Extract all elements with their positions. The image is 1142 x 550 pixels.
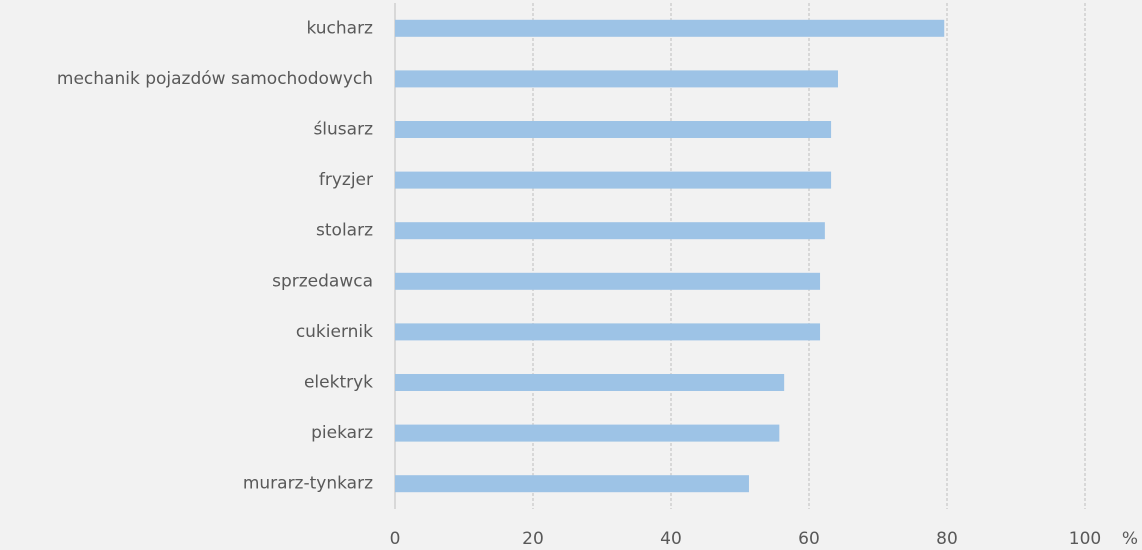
- x-tick-label: 100: [1069, 529, 1101, 549]
- bar: [395, 222, 825, 240]
- bar: [395, 272, 821, 290]
- y-tick-label: sprzedawca: [272, 271, 373, 291]
- bar: [395, 19, 945, 37]
- x-tick-label: 20: [522, 529, 544, 549]
- bar: [395, 70, 838, 88]
- y-tick-label: elektryk: [304, 373, 373, 393]
- y-tick-label: ślusarz: [313, 120, 373, 140]
- y-tick-label: kucharz: [306, 18, 373, 38]
- y-tick-label: fryzjer: [319, 170, 373, 190]
- x-tick-label: 0: [390, 529, 401, 549]
- bar: [395, 424, 780, 442]
- bar: [395, 121, 832, 138]
- bar: [395, 323, 821, 341]
- x-tick-label: 40: [660, 529, 682, 549]
- y-tick-label: mechanik pojazdów samochodowych: [57, 69, 373, 89]
- bar: [395, 374, 785, 391]
- x-tick-label: 60: [798, 529, 820, 549]
- x-axis-unit: %: [1122, 529, 1138, 549]
- x-tick-label: 80: [936, 529, 958, 549]
- bar: [395, 171, 832, 189]
- y-tick-label: murarz-tynkarz: [243, 474, 373, 494]
- y-tick-label: cukiernik: [296, 322, 373, 342]
- y-tick-label: piekarz: [311, 423, 373, 443]
- bar: [395, 475, 749, 493]
- y-tick-label: stolarz: [316, 221, 373, 241]
